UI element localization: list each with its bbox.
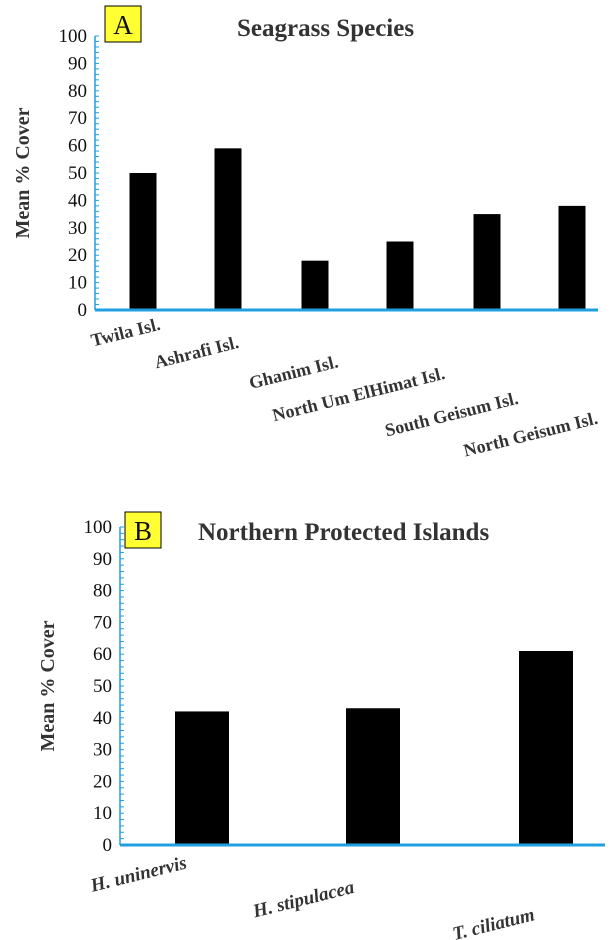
y-tick-label: 40 [93, 708, 112, 729]
y-tick-label: 100 [84, 517, 113, 538]
bar-1 [175, 711, 229, 845]
x-category-label: H. uninervis [88, 853, 189, 897]
y-tick-label: 60 [68, 136, 87, 157]
panel-letter: B [134, 516, 152, 546]
x-category-label: Ghanim Isl. [247, 351, 340, 392]
y-tick-label: 50 [68, 163, 87, 184]
y-tick-label: 80 [68, 81, 87, 102]
y-tick-label: 20 [93, 771, 112, 792]
bar-6 [558, 205, 586, 310]
chart-panel-b: 0 10 20 30 40 50 60 70 80 90 100 Mean % Cover H. uni… [37, 511, 605, 940]
chart-title: Northern Protected Islands [198, 519, 489, 546]
y-tick-label: 100 [59, 26, 88, 47]
bar-3 [301, 260, 329, 310]
y-tick-label: 70 [93, 612, 112, 633]
x-category-label: H. stipulacea [250, 877, 357, 923]
y-tick-label: 50 [93, 676, 112, 697]
y-tick-label: 10 [93, 803, 112, 824]
bar-3 [519, 651, 573, 845]
y-axis-title: Mean % Cover [37, 620, 59, 751]
y-tick-label: 30 [93, 740, 112, 761]
bar-4 [386, 241, 414, 310]
panel-letter: A [113, 10, 133, 40]
y-axis-title: Mean % Cover [12, 107, 34, 238]
y-tick-label: 30 [68, 218, 87, 239]
chart-title: Seagrass Species [237, 15, 414, 42]
y-tick-label: 80 [93, 581, 112, 602]
chart-panel-a: 0 10 20 30 40 50 60 70 80 90 100 Mean % Cover Twila … [12, 5, 600, 461]
y-tick-label: 60 [93, 644, 112, 665]
y-tick-label: 40 [68, 190, 87, 211]
bar-1 [129, 173, 157, 310]
bar-5 [473, 214, 501, 310]
panel-letter-box [104, 5, 142, 43]
y-tick-label: 90 [68, 53, 87, 74]
x-category-label: Twila Isl. [89, 314, 162, 351]
y-tick-label: 0 [78, 300, 88, 321]
x-category-label: Ashrafi Isl. [152, 332, 240, 372]
panel-letter-box [124, 511, 162, 549]
y-tick-label: 0 [103, 835, 113, 856]
y-tick-label: 20 [68, 245, 87, 266]
y-tick-label: 90 [93, 549, 112, 570]
y-tick-label: 10 [68, 273, 87, 294]
bar-2 [214, 148, 242, 310]
y-tick-label: 70 [68, 108, 87, 129]
bar-2 [346, 708, 400, 845]
x-category-label: T. ciliatum [450, 904, 536, 940]
